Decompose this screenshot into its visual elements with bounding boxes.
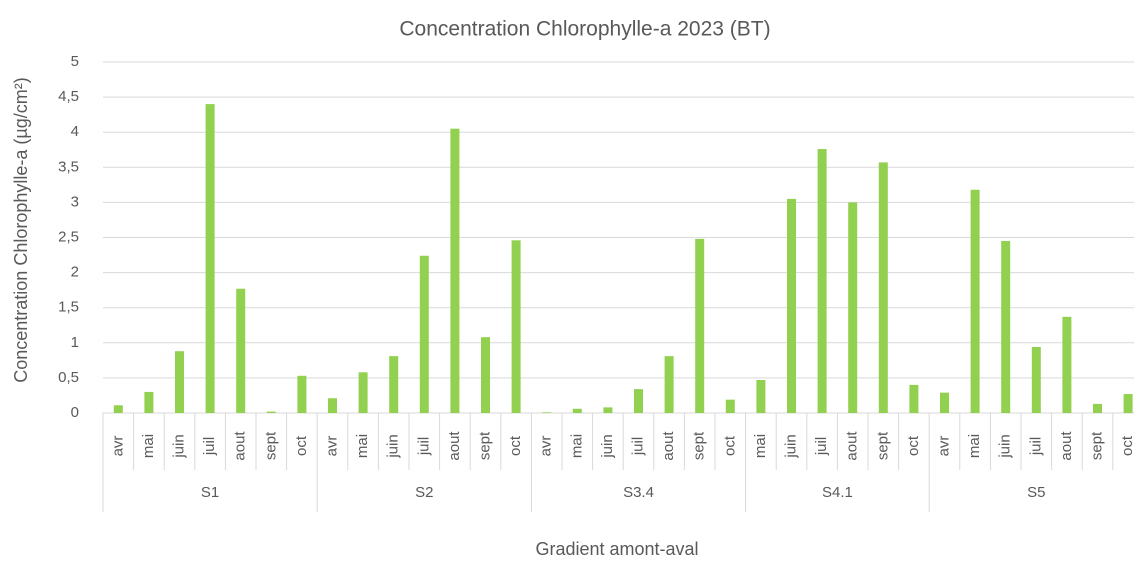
bar: [1001, 241, 1011, 413]
bar: [419, 255, 429, 413]
x-tick-label: juil: [415, 437, 432, 456]
y-tick-label: 3,5: [58, 158, 79, 175]
x-tick-label: aout: [1058, 431, 1075, 461]
bar: [481, 337, 490, 413]
y-tick-label: 2: [71, 264, 79, 281]
bar: [144, 391, 154, 413]
bar: [848, 202, 858, 413]
x-tick-label: juil: [813, 437, 830, 456]
bar: [1062, 316, 1072, 413]
x-tick-label: aout: [660, 431, 677, 461]
x-tick-label: juil: [629, 437, 646, 456]
y-tick-label: 0: [71, 404, 79, 421]
bar: [817, 149, 827, 413]
x-tick-label: juin: [782, 434, 799, 458]
bar: [236, 288, 246, 413]
x-tick-label: sept: [476, 431, 493, 460]
x-tick-label: mai: [568, 434, 585, 458]
bar: [542, 412, 552, 413]
group-label: S5: [1027, 484, 1045, 501]
group-label: S4.1: [822, 484, 853, 501]
x-tick-label: sept: [691, 431, 708, 460]
bar: [940, 392, 949, 413]
x-tick-label: mai: [140, 434, 157, 458]
bar: [205, 104, 215, 414]
x-tick-label: mai: [966, 434, 983, 458]
bar: [389, 356, 399, 413]
x-tick-label: juin: [997, 434, 1014, 458]
x-tick-label: aout: [232, 431, 249, 461]
x-tick-label: mai: [752, 434, 769, 458]
bar: [297, 375, 307, 413]
group-label: S3.4: [623, 484, 654, 501]
x-tick-label: oct: [721, 435, 738, 456]
x-tick-label: avr: [109, 436, 126, 457]
x-tick-label: juin: [385, 434, 402, 458]
bar: [603, 407, 613, 413]
x-axis-title: Gradient amont-aval: [535, 539, 698, 559]
y-tick-label: 5: [71, 53, 79, 70]
bar: [511, 240, 521, 413]
bar: [450, 128, 460, 413]
chart-title: Concentration Chlorophylle-a 2023 (BT): [399, 18, 770, 41]
bar: [695, 238, 705, 413]
x-tick-label: juin: [599, 434, 616, 458]
x-tick-label: aout: [844, 431, 861, 461]
x-tick-label: juin: [170, 434, 187, 458]
y-tick-label: 4: [71, 123, 79, 140]
y-tick-label: 2,5: [58, 228, 79, 245]
y-tick-label: 1: [71, 334, 79, 351]
x-tick-label: juil: [1027, 437, 1044, 456]
bar: [1093, 403, 1102, 413]
x-tick-label: avr: [538, 436, 555, 457]
x-tick-label: oct: [507, 435, 524, 456]
bar: [1031, 347, 1041, 413]
bar: [909, 384, 919, 413]
bar: [634, 389, 643, 413]
x-tick-label: avr: [323, 436, 340, 457]
y-tick-label: 4,5: [58, 88, 79, 105]
bar: [664, 356, 674, 413]
bar: [787, 198, 796, 413]
x-tick-label: oct: [905, 435, 922, 456]
bar: [756, 380, 766, 413]
bar: [175, 351, 184, 413]
x-tick-label: mai: [354, 434, 371, 458]
bar: [970, 189, 980, 413]
y-tick-label: 1,5: [58, 299, 79, 316]
y-axis-title: Concentration Chlorophylle-a (µg/cm²): [11, 77, 31, 383]
bar: [725, 399, 735, 413]
y-tick-label: 0,5: [58, 369, 79, 386]
x-tick-label: sept: [262, 431, 279, 460]
bar: [113, 405, 123, 413]
bar: [1123, 394, 1133, 413]
bar: [328, 398, 337, 413]
x-tick-label: aout: [446, 431, 463, 461]
y-tick-label: 3: [71, 193, 79, 210]
x-tick-label: oct: [293, 435, 310, 456]
bar: [358, 372, 368, 413]
bar: [266, 411, 276, 413]
bar: [572, 408, 582, 413]
bar: [878, 162, 888, 413]
group-label: S1: [201, 484, 219, 501]
x-tick-label: oct: [1119, 435, 1134, 456]
x-tick-label: sept: [874, 431, 891, 460]
x-tick-label: avr: [935, 436, 952, 457]
x-tick-label: sept: [1088, 431, 1105, 460]
x-tick-label: juil: [201, 437, 218, 456]
group-label: S2: [415, 484, 433, 501]
